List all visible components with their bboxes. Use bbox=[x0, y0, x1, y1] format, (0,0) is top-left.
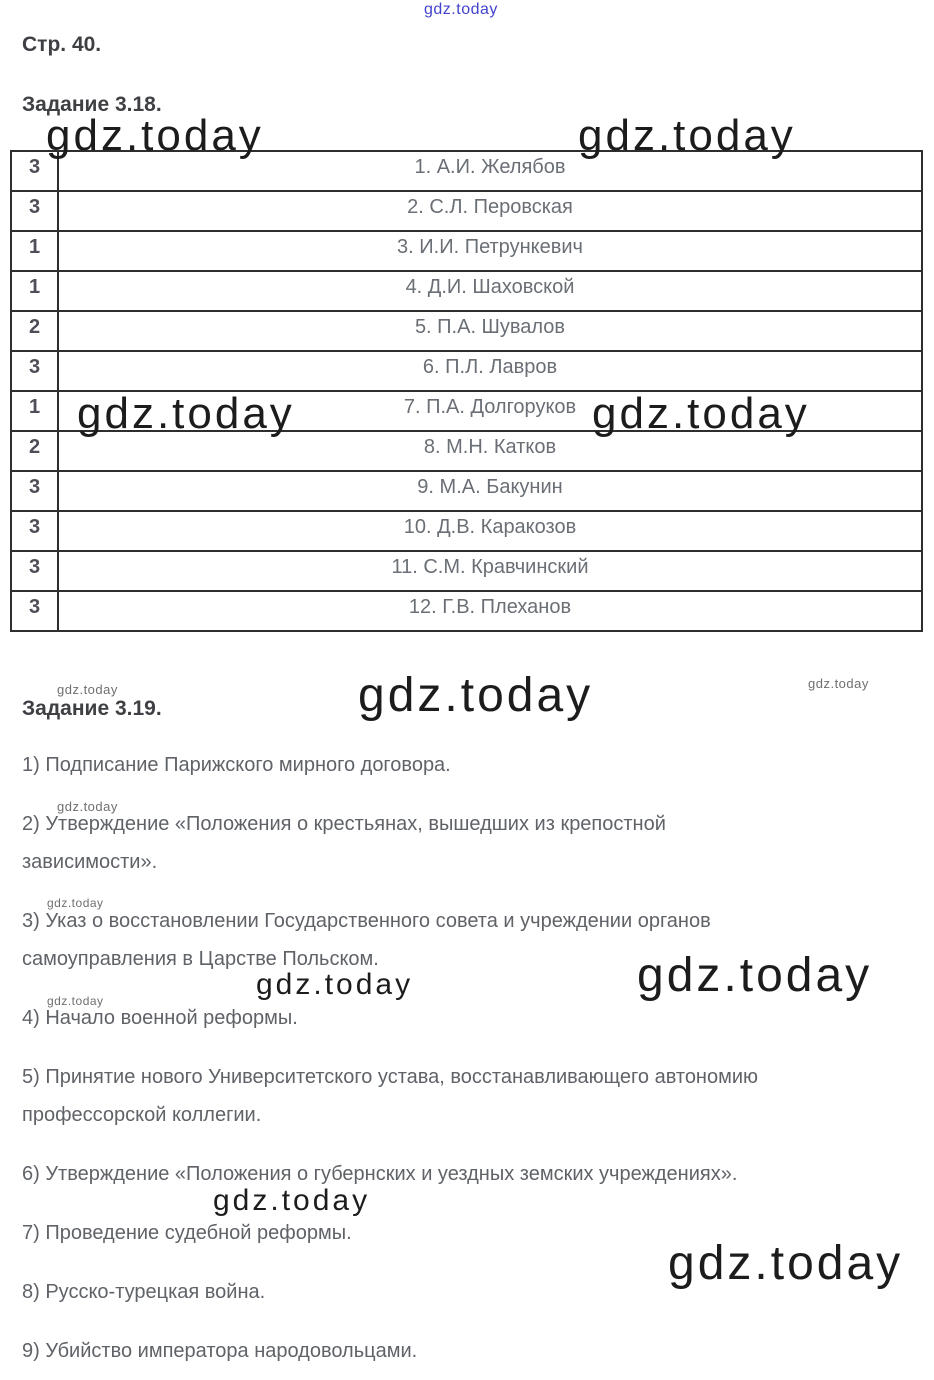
person-name-cell: 2. С.Л. Перовская bbox=[57, 190, 923, 232]
table-row: 2 5. П.А. Шувалов bbox=[10, 310, 923, 352]
answer-number-cell: 3 bbox=[10, 510, 59, 552]
list-item: 5) Принятие нового Университетского уста… bbox=[22, 1058, 934, 1134]
list-item-line: 7) Проведение судебной реформы. bbox=[22, 1222, 352, 1244]
answers-table-body: 3 1. А.И. Желябов 3 2. С.Л. Перовская 1 3. И.… bbox=[10, 150, 923, 632]
task-3-19-title: Задание 3.19. bbox=[22, 697, 162, 720]
answer-number-cell: 3 bbox=[10, 350, 59, 392]
table-row: 2 8. М.Н. Катков bbox=[10, 430, 923, 472]
events-list: 1) Подписание Парижского мирного договор… bbox=[22, 746, 934, 1370]
answer-number-cell: 1 bbox=[10, 390, 59, 432]
list-item-line: 4) Начало военной реформы. bbox=[22, 1007, 298, 1029]
person-name-cell: 9. М.А. Бакунин bbox=[57, 470, 923, 512]
list-item-line: 6) Утверждение «Положения о губернских и… bbox=[22, 1163, 738, 1185]
list-item-line: 9) Убийство императора народовольцами. bbox=[22, 1340, 418, 1362]
list-item-line: самоуправления в Царстве Польском. bbox=[22, 948, 379, 970]
site-watermark-top-blue: gdz.today bbox=[424, 1, 498, 18]
table-row: 1 3. И.И. Петрункевич bbox=[10, 230, 923, 272]
person-name-cell: 11. С.М. Кравчинский bbox=[57, 550, 923, 592]
list-item-line: 2) Утверждение «Положения о крестьянах, … bbox=[22, 813, 666, 835]
list-item: 6) Утверждение «Положения о губернских и… bbox=[22, 1155, 934, 1193]
person-name-cell: 7. П.А. Долгоруков bbox=[57, 390, 923, 432]
list-item: 3) Указ о восстановлении Государственног… bbox=[22, 902, 934, 978]
list-item-line: профессорской коллегии. bbox=[22, 1104, 262, 1126]
list-item: 1) Подписание Парижского мирного договор… bbox=[22, 746, 934, 784]
table-row: 3 11. С.М. Кравчинский bbox=[10, 550, 923, 592]
list-item: 7) Проведение судебной реформы. bbox=[22, 1214, 934, 1252]
person-name-cell: 4. Д.И. Шаховской bbox=[57, 270, 923, 312]
person-name-cell: 10. Д.В. Каракозов bbox=[57, 510, 923, 552]
answer-number-cell: 3 bbox=[10, 470, 59, 512]
person-name-cell: 12. Г.В. Плеханов bbox=[57, 590, 923, 632]
answer-number-cell: 2 bbox=[10, 310, 59, 352]
watermark-small: gdz.today bbox=[808, 676, 869, 691]
list-item-line: 3) Указ о восстановлении Государственног… bbox=[22, 910, 711, 932]
answer-number-cell: 1 bbox=[10, 270, 59, 312]
table-row: 3 10. Д.В. Каракозов bbox=[10, 510, 923, 552]
answer-number-cell: 3 bbox=[10, 590, 59, 632]
list-item: 9) Убийство императора народовольцами. bbox=[22, 1332, 934, 1370]
answer-number-cell: 1 bbox=[10, 230, 59, 272]
list-item-line: 1) Подписание Парижского мирного договор… bbox=[22, 754, 451, 776]
list-item: 8) Русско-турецкая война. bbox=[22, 1273, 934, 1311]
table-row: 3 9. М.А. Бакунин bbox=[10, 470, 923, 512]
person-name-cell: 5. П.А. Шувалов bbox=[57, 310, 923, 352]
watermark-small: gdz.today bbox=[57, 682, 118, 697]
answers-table: 3 1. А.И. Желябов 3 2. С.Л. Перовская 1 3. И.… bbox=[10, 150, 923, 632]
table-row: 3 6. П.Л. Лавров bbox=[10, 350, 923, 392]
page-label: Стр. 40. bbox=[22, 33, 102, 56]
table-row: 3 1. А.И. Желябов bbox=[10, 150, 923, 192]
table-row: 1 7. П.А. Долгоруков bbox=[10, 390, 923, 432]
list-item: 2) Утверждение «Положения о крестьянах, … bbox=[22, 805, 934, 881]
table-row: 3 2. С.Л. Перовская bbox=[10, 190, 923, 232]
list-item: 4) Начало военной реформы. bbox=[22, 999, 934, 1037]
answer-number-cell: 3 bbox=[10, 550, 59, 592]
list-item-line: 8) Русско-турецкая война. bbox=[22, 1281, 266, 1303]
answer-number-cell: 3 bbox=[10, 190, 59, 232]
task-3-18-title: Задание 3.18. bbox=[22, 93, 162, 116]
answer-number-cell: 3 bbox=[10, 150, 59, 192]
person-name-cell: 1. А.И. Желябов bbox=[57, 150, 923, 192]
list-item-line: зависимости». bbox=[22, 851, 158, 873]
person-name-cell: 8. М.Н. Катков bbox=[57, 430, 923, 472]
table-row: 3 12. Г.В. Плеханов bbox=[10, 590, 923, 632]
table-row: 1 4. Д.И. Шаховской bbox=[10, 270, 923, 312]
list-item-line: 5) Принятие нового Университетского уста… bbox=[22, 1066, 759, 1088]
person-name-cell: 3. И.И. Петрункевич bbox=[57, 230, 923, 272]
answer-number-cell: 2 bbox=[10, 430, 59, 472]
person-name-cell: 6. П.Л. Лавров bbox=[57, 350, 923, 392]
